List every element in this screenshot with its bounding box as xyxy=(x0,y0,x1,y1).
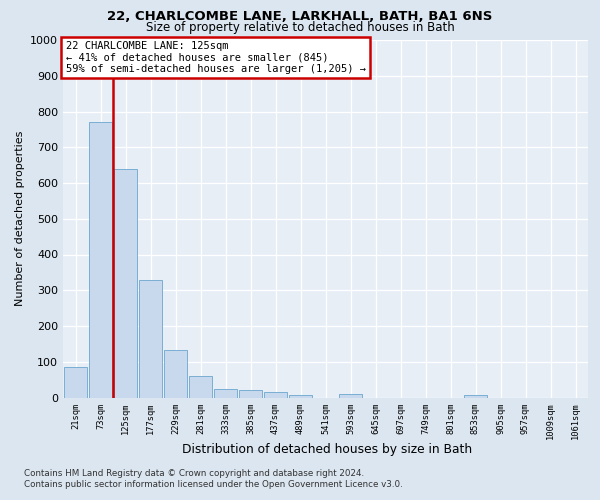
Text: Contains HM Land Registry data © Crown copyright and database right 2024.: Contains HM Land Registry data © Crown c… xyxy=(24,469,364,478)
Bar xyxy=(239,390,262,398)
Bar xyxy=(339,394,362,398)
Text: 22, CHARLCOMBE LANE, LARKHALL, BATH, BA1 6NS: 22, CHARLCOMBE LANE, LARKHALL, BATH, BA1… xyxy=(107,10,493,23)
Text: Size of property relative to detached houses in Bath: Size of property relative to detached ho… xyxy=(146,22,454,35)
Bar xyxy=(114,168,137,398)
Y-axis label: Number of detached properties: Number of detached properties xyxy=(14,131,25,306)
Bar xyxy=(289,394,312,398)
Bar xyxy=(464,394,487,398)
Bar xyxy=(139,280,162,398)
Bar xyxy=(189,376,212,398)
Text: Distribution of detached houses by size in Bath: Distribution of detached houses by size … xyxy=(182,442,472,456)
Bar xyxy=(214,388,237,398)
Text: 22 CHARLCOMBE LANE: 125sqm
← 41% of detached houses are smaller (845)
59% of sem: 22 CHARLCOMBE LANE: 125sqm ← 41% of deta… xyxy=(65,40,365,74)
Bar xyxy=(164,350,187,398)
Bar xyxy=(64,367,87,398)
Text: Contains public sector information licensed under the Open Government Licence v3: Contains public sector information licen… xyxy=(24,480,403,489)
Bar xyxy=(264,392,287,398)
Bar xyxy=(89,122,112,398)
